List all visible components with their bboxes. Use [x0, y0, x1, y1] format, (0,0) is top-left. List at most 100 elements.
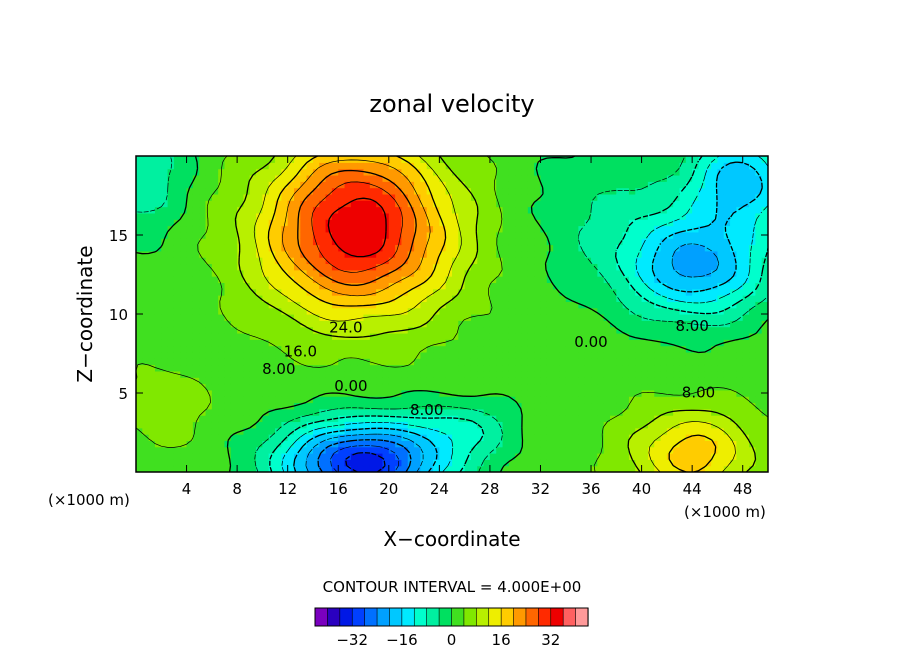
heatmap-cell [540, 427, 548, 435]
heatmap-cell [698, 396, 706, 404]
heatmap-cell [243, 206, 251, 214]
heatmap-cell [439, 193, 447, 201]
heatmap-cell [262, 446, 270, 454]
heatmap-cell [572, 440, 579, 448]
heatmap-cell [433, 206, 440, 214]
heatmap-cell [616, 225, 624, 233]
heatmap-cell [256, 332, 263, 340]
heatmap-cell [723, 193, 731, 201]
heatmap-cell [300, 364, 308, 372]
heatmap-cell [382, 370, 390, 378]
heatmap-cell [559, 193, 567, 201]
heatmap-cell [199, 326, 207, 334]
heatmap-cell [704, 193, 712, 201]
heatmap-cell [749, 453, 756, 460]
heatmap-cell [578, 282, 586, 290]
heatmap-cell [698, 181, 706, 189]
heatmap-cell [445, 168, 453, 176]
heatmap-cell [167, 440, 175, 448]
heatmap-cell [477, 225, 485, 233]
heatmap-cell [256, 301, 263, 309]
heatmap-cell [730, 263, 737, 271]
heatmap-cell [287, 446, 295, 454]
heatmap-cell [300, 193, 308, 201]
heatmap-cell [470, 276, 478, 283]
heatmap-cell [136, 332, 143, 340]
heatmap-cell [268, 257, 276, 265]
heatmap-cell [647, 231, 655, 239]
heatmap-cell [230, 219, 238, 227]
heatmap-cell [136, 408, 143, 416]
heatmap-cell [635, 238, 643, 246]
heatmap-cell [616, 269, 624, 277]
heatmap-cell [243, 282, 251, 290]
heatmap-cell [167, 314, 175, 321]
heatmap-cell [603, 276, 611, 283]
heatmap-cell [641, 402, 649, 410]
heatmap-cell [647, 370, 655, 378]
heatmap-cell [331, 364, 339, 372]
heatmap-cell [154, 370, 162, 378]
heatmap-cell [452, 446, 459, 454]
heatmap-cell [508, 263, 516, 271]
heatmap-cell [319, 212, 327, 220]
heatmap-cell [717, 459, 725, 467]
heatmap-cell [660, 326, 668, 334]
heatmap-cell [199, 314, 207, 321]
heatmap-cell [470, 168, 478, 176]
heatmap-cell [477, 453, 485, 460]
heatmap-cell [685, 364, 693, 372]
heatmap-cell [458, 408, 466, 416]
heatmap-cell [647, 383, 655, 391]
heatmap-cell [161, 168, 169, 176]
heatmap-cell [489, 408, 497, 416]
heatmap-cell [426, 314, 434, 321]
heatmap-cell [692, 396, 700, 404]
heatmap-cell [572, 364, 579, 372]
heatmap-cell [527, 377, 535, 385]
heatmap-cell [294, 250, 301, 258]
heatmap-cell [237, 453, 245, 460]
heatmap-cell [698, 219, 706, 227]
heatmap-cell [275, 295, 282, 302]
heatmap-cell [338, 339, 346, 347]
heatmap-cell [502, 332, 510, 340]
heatmap-cell [388, 427, 396, 435]
heatmap-cell [540, 434, 548, 441]
heatmap-cell [363, 402, 371, 410]
heatmap-cell [211, 408, 219, 416]
heatmap-cell [742, 250, 750, 258]
heatmap-cell [312, 162, 320, 170]
heatmap-cell [319, 276, 327, 283]
heatmap-cell [256, 446, 263, 454]
heatmap-cell [312, 358, 320, 366]
heatmap-cell [635, 174, 643, 182]
heatmap-cell [300, 168, 308, 176]
heatmap-cell [515, 168, 523, 176]
heatmap-cell [641, 446, 649, 454]
heatmap-cell [660, 219, 668, 227]
heatmap-cell [262, 307, 270, 315]
heatmap-cell [666, 282, 674, 290]
heatmap-cell [452, 408, 459, 416]
heatmap-cell [363, 231, 371, 239]
heatmap-cell [723, 377, 731, 385]
heatmap-cell [666, 465, 674, 472]
heatmap-cell [148, 225, 156, 233]
heatmap-cell [534, 295, 542, 302]
heatmap-cell [161, 181, 169, 189]
heatmap-cell [237, 295, 245, 302]
heatmap-cell [256, 187, 263, 195]
heatmap-cell [654, 383, 662, 391]
heatmap-cell [553, 339, 561, 347]
heatmap-cell [527, 282, 535, 290]
heatmap-cell [464, 301, 472, 309]
heatmap-cell [407, 301, 415, 309]
heatmap-cell [154, 193, 162, 201]
heatmap-cell [502, 301, 510, 309]
heatmap-cell [407, 307, 415, 315]
heatmap-cell [180, 421, 188, 429]
heatmap-cell [376, 181, 384, 189]
heatmap-cell [597, 162, 605, 170]
heatmap-cell [281, 320, 289, 328]
